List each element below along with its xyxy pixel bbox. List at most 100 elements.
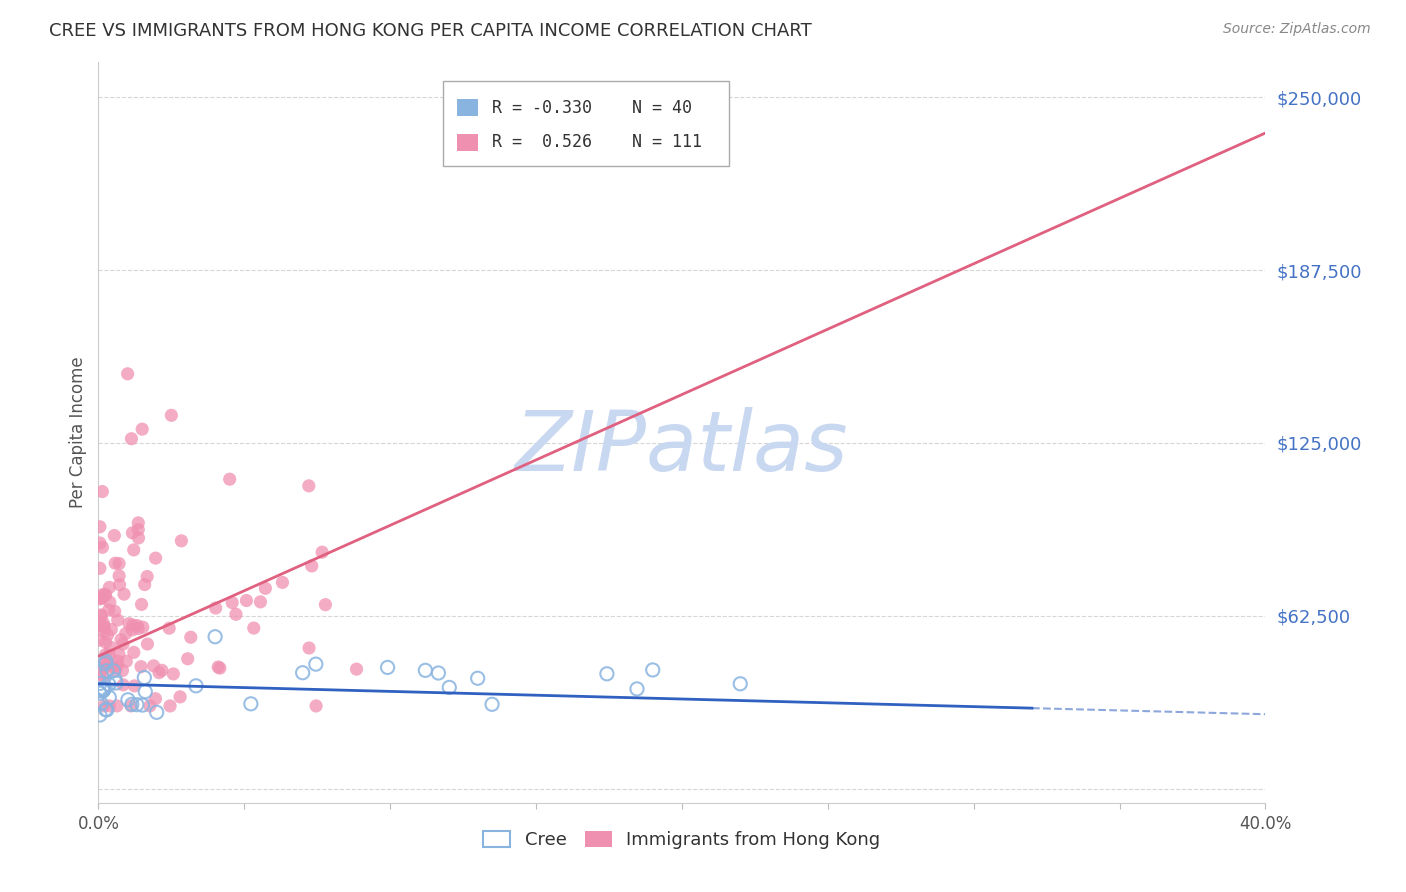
Point — [90, 591, 112, 606]
Point — [97, 603, 120, 617]
Point — [136, 637, 159, 651]
Bar — [457, 134, 478, 152]
Point — [94, 589, 117, 603]
Point — [94, 703, 117, 717]
Point — [98, 698, 121, 713]
Point — [131, 598, 153, 612]
Point — [204, 601, 226, 615]
Point — [184, 679, 207, 693]
Point — [91, 681, 114, 695]
Point — [145, 706, 167, 720]
Point — [91, 684, 114, 698]
Point — [121, 618, 143, 632]
Point — [111, 664, 134, 678]
Point — [377, 660, 399, 674]
Point — [108, 578, 131, 592]
Point — [104, 663, 127, 677]
Point — [125, 698, 148, 712]
Point — [641, 663, 664, 677]
Point — [89, 667, 111, 681]
Point — [271, 575, 294, 590]
Point — [208, 661, 231, 675]
Point — [101, 659, 124, 673]
Point — [89, 686, 111, 700]
Point — [115, 654, 138, 668]
Point — [94, 635, 117, 649]
Point — [121, 698, 143, 712]
Point — [134, 577, 156, 591]
Point — [98, 648, 121, 663]
Point — [132, 620, 155, 634]
Point — [596, 666, 619, 681]
Point — [122, 645, 145, 659]
Point — [124, 679, 146, 693]
Point — [108, 647, 131, 661]
Point — [100, 640, 122, 655]
Legend: Cree, Immigrants from Hong Kong: Cree, Immigrants from Hong Kong — [477, 824, 887, 856]
Point — [112, 678, 135, 692]
Point — [104, 556, 127, 570]
Text: ZIPatlas: ZIPatlas — [515, 407, 849, 488]
Point — [160, 409, 183, 423]
Point — [118, 616, 141, 631]
Point — [117, 692, 139, 706]
Point — [91, 484, 114, 499]
Point — [127, 516, 149, 530]
Y-axis label: Per Capita Income: Per Capita Income — [69, 357, 87, 508]
Point — [142, 658, 165, 673]
Point — [89, 708, 111, 723]
Point — [346, 662, 368, 676]
Point — [145, 691, 167, 706]
Point — [89, 561, 111, 575]
Point — [129, 659, 152, 673]
Point — [131, 698, 153, 712]
Point — [103, 664, 125, 678]
Point — [91, 541, 114, 555]
Point — [91, 588, 114, 602]
Point — [207, 660, 229, 674]
Point — [170, 533, 193, 548]
Point — [96, 664, 118, 678]
Point — [96, 657, 118, 672]
Point — [221, 596, 243, 610]
Point — [89, 591, 111, 606]
Point — [94, 654, 117, 668]
Point — [162, 667, 184, 681]
Point — [105, 659, 128, 673]
Point — [139, 698, 162, 713]
Point — [131, 422, 153, 436]
Point — [89, 591, 111, 605]
Point — [134, 684, 156, 698]
Point — [98, 690, 121, 705]
Point — [98, 595, 121, 609]
Point — [150, 663, 173, 677]
Point — [93, 620, 115, 634]
Point — [93, 624, 115, 639]
Point — [120, 698, 142, 713]
Point — [127, 618, 149, 632]
Point — [93, 669, 115, 683]
Text: R =  0.526    N = 111: R = 0.526 N = 111 — [492, 134, 702, 152]
Point — [122, 542, 145, 557]
Text: R = -0.330    N = 40: R = -0.330 N = 40 — [492, 99, 692, 118]
Point — [90, 607, 112, 622]
Point — [415, 664, 437, 678]
Point — [427, 665, 450, 680]
Point — [148, 665, 170, 680]
Point — [93, 682, 115, 697]
Point — [121, 623, 143, 637]
Point — [235, 593, 257, 607]
Point — [94, 587, 117, 601]
Point — [439, 681, 461, 695]
Point — [301, 558, 323, 573]
Point — [93, 619, 115, 633]
Point — [94, 661, 117, 675]
Point — [239, 697, 262, 711]
Point — [90, 697, 112, 711]
Point — [254, 582, 277, 596]
Point — [112, 587, 135, 601]
Text: Source: ZipAtlas.com: Source: ZipAtlas.com — [1223, 22, 1371, 37]
Point — [225, 607, 247, 622]
Point — [311, 545, 333, 559]
Point — [180, 630, 202, 644]
